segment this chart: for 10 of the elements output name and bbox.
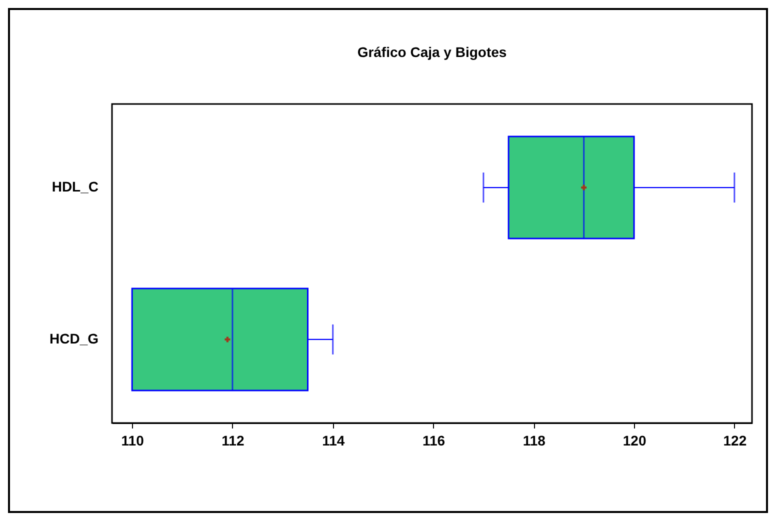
x-tick-label: 110 bbox=[121, 432, 144, 448]
x-tick-label: 116 bbox=[422, 432, 446, 448]
y-tick-label: HDL_C bbox=[52, 178, 98, 195]
chart-title: Gráfico Caja y Bigotes bbox=[357, 44, 507, 60]
x-tick-label: 118 bbox=[522, 432, 546, 448]
x-tick-label: 122 bbox=[723, 432, 747, 448]
x-tick-label: 114 bbox=[322, 432, 345, 448]
y-tick-label: HCD_G bbox=[49, 330, 99, 346]
x-tick-label: 112 bbox=[222, 432, 244, 448]
x-tick-label: 120 bbox=[622, 432, 646, 448]
